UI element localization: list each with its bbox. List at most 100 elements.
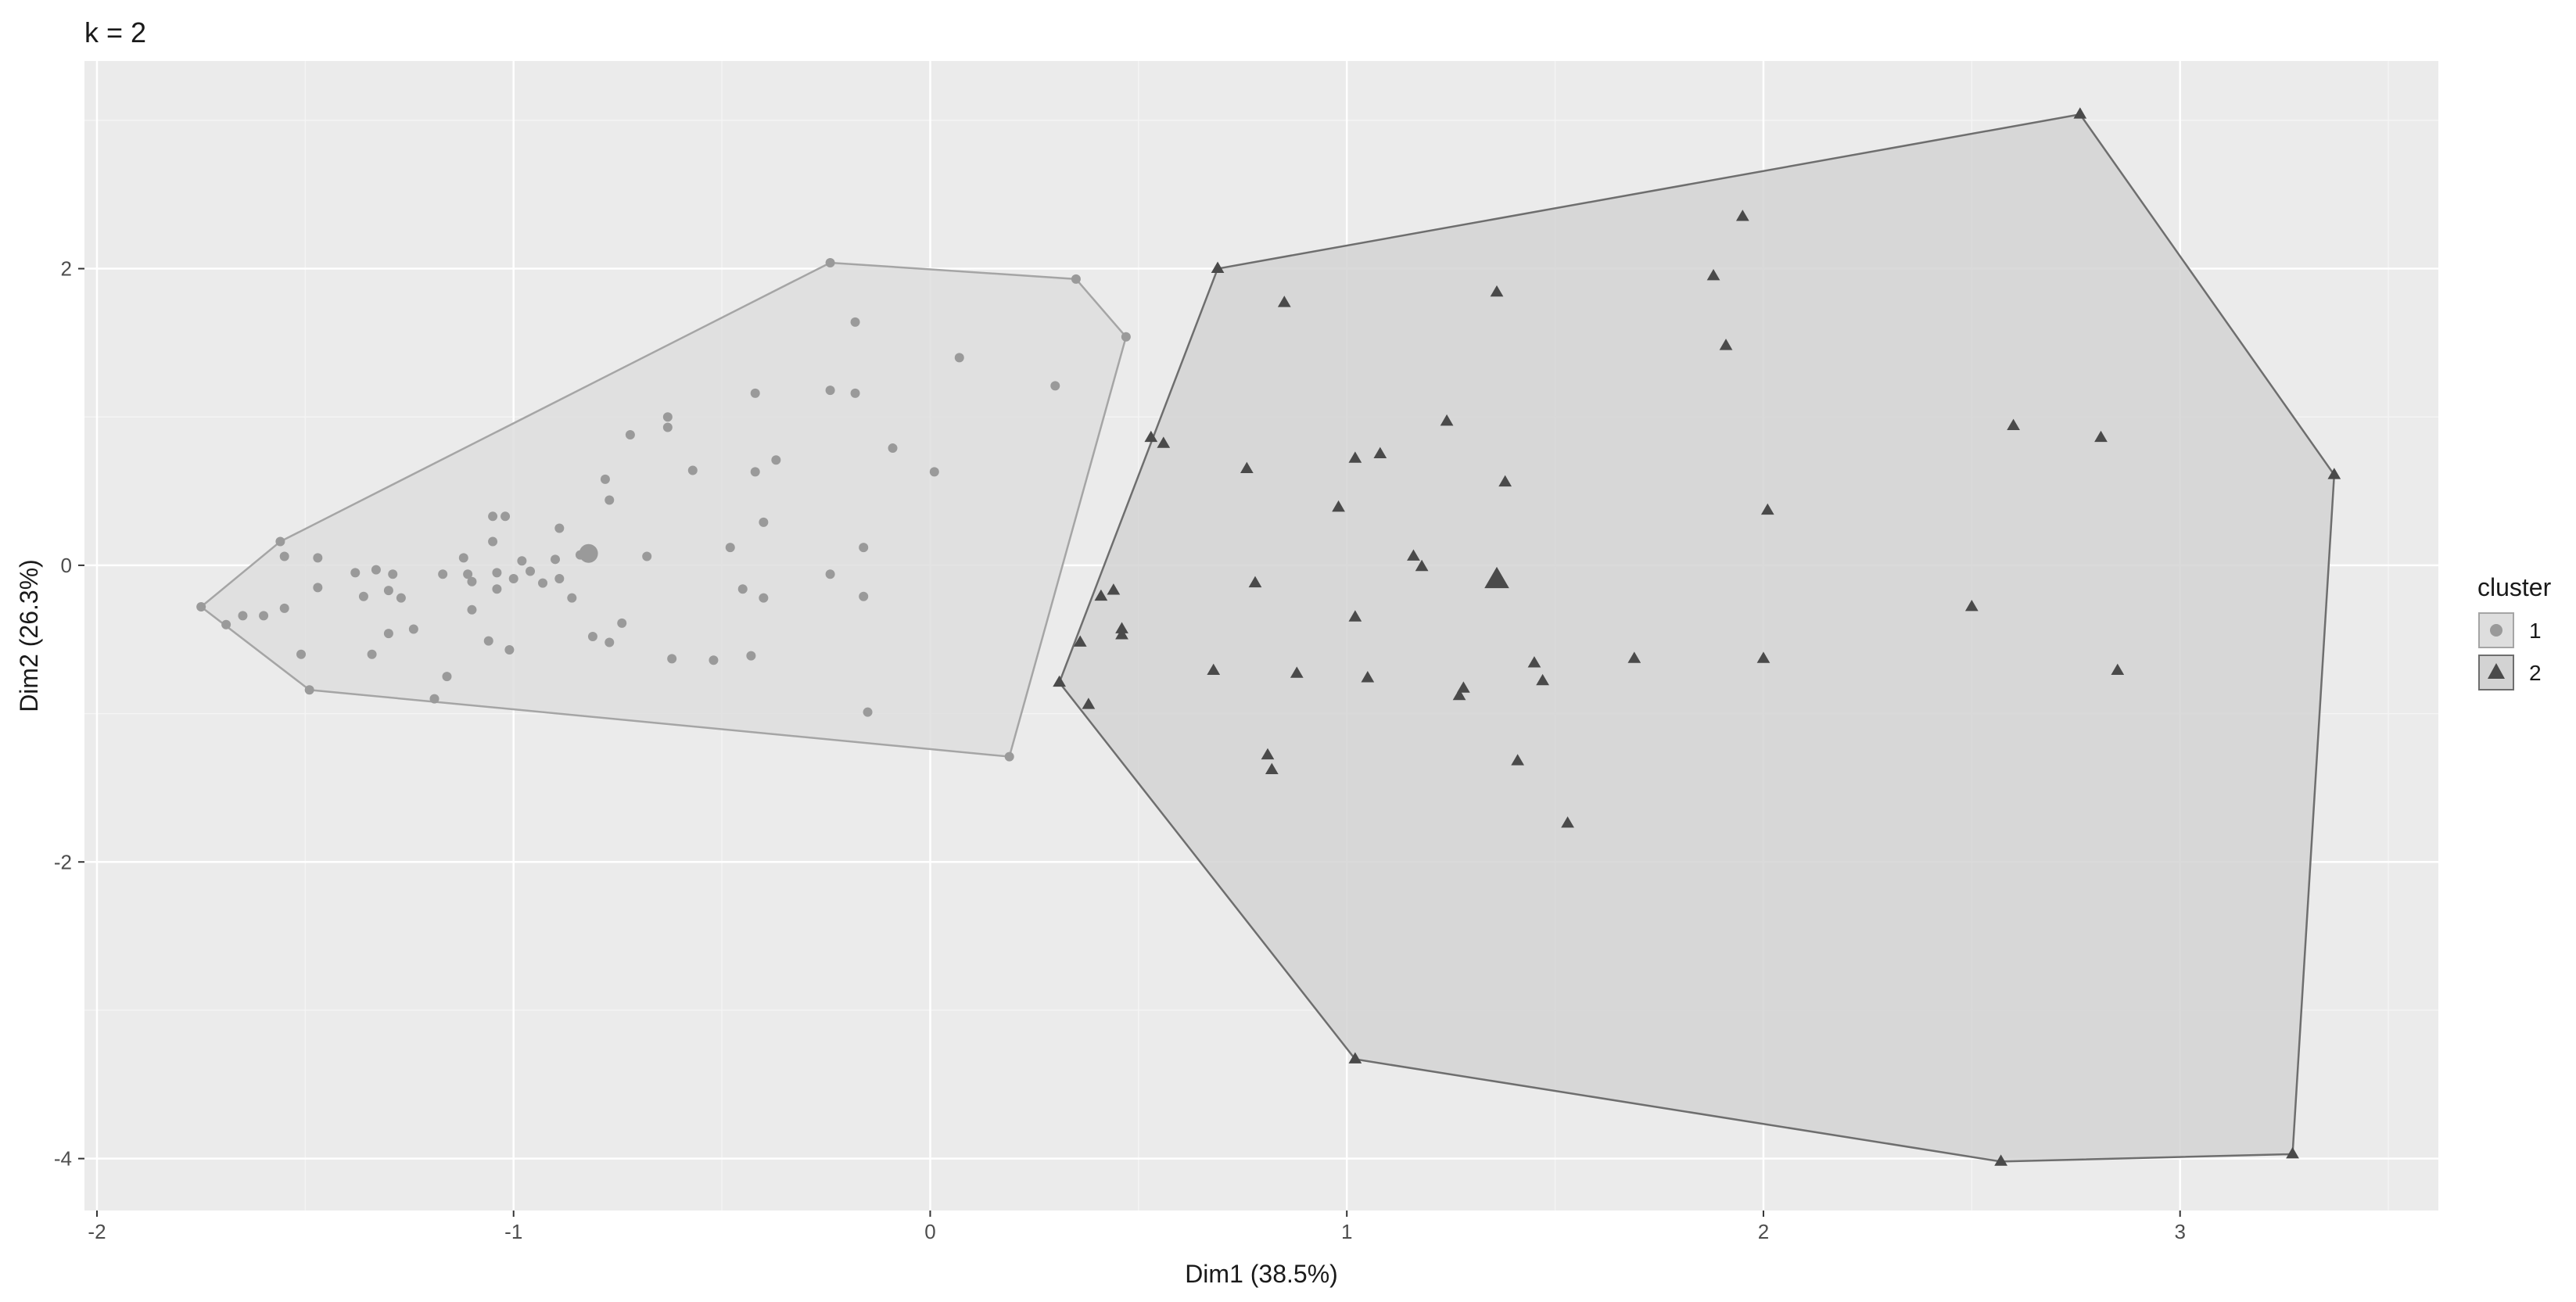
cluster-2-point <box>1348 1052 1362 1063</box>
cluster-2-point <box>1756 651 1771 663</box>
x-axis-title: Dim1 (38.5%) <box>1185 1260 1338 1288</box>
cluster-1-point <box>850 388 860 398</box>
cluster-2-point <box>1440 414 1454 426</box>
cluster-1-point <box>662 422 673 432</box>
y-tick-label: 2 <box>61 257 72 281</box>
cluster-1-point <box>504 645 515 655</box>
data-points <box>196 107 2341 1166</box>
cluster-2-point <box>1082 698 1096 709</box>
cluster-1-point <box>313 553 323 563</box>
cluster-1-point <box>863 707 873 717</box>
cluster-1-point <box>238 611 248 621</box>
cluster-2-point <box>1627 651 1641 663</box>
cluster-1-point <box>825 386 835 396</box>
cluster-hulls <box>199 113 2336 1163</box>
cluster-1-point <box>196 602 206 612</box>
cluster-1-point <box>605 637 615 647</box>
cluster-1-point <box>350 568 361 578</box>
cluster-1-point <box>1050 381 1060 391</box>
cluster-2-point <box>1415 559 1429 572</box>
cluster-2-point <box>1373 447 1387 459</box>
cluster-1-point <box>488 511 498 522</box>
cluster-1-point <box>567 593 577 603</box>
cluster-1-point <box>662 412 673 422</box>
cluster-2-point <box>2327 468 2341 479</box>
cluster-2-centroid <box>1484 566 1509 589</box>
cluster-1-point <box>313 583 323 593</box>
cluster-1-point <box>508 573 518 583</box>
legend-label-2: 2 <box>2529 661 2542 685</box>
cluster-1-point <box>746 651 756 661</box>
cluster-2-point <box>1265 762 1279 775</box>
cluster-2-point <box>1261 748 1275 760</box>
x-tick-label: 2 <box>1758 1220 1769 1243</box>
cluster-1-point <box>750 467 760 477</box>
plot-title: k = 2 <box>84 16 146 48</box>
x-tick-label: 3 <box>2174 1220 2185 1243</box>
cluster-1-point <box>687 465 698 475</box>
cluster-2-point <box>1536 673 1549 686</box>
cluster-2-point <box>1240 461 1254 474</box>
x-tick-label: -2 <box>88 1220 106 1243</box>
cluster-1-point <box>888 443 898 454</box>
cluster-1-point <box>383 629 393 639</box>
cluster-1-point <box>759 517 769 527</box>
cluster-2-point <box>1527 656 1541 668</box>
cluster-1-point <box>259 611 269 621</box>
cluster-1-point <box>771 455 781 465</box>
cluster-2-point <box>1248 576 1262 588</box>
cluster-2-point <box>1094 589 1108 601</box>
cluster-1-point <box>458 553 468 563</box>
cluster-1-point <box>488 536 498 547</box>
cluster-2-point <box>1332 500 1345 512</box>
cluster-1-point <box>526 566 536 576</box>
cluster-2-point <box>1361 671 1375 683</box>
cluster-2-point <box>1115 622 1128 633</box>
cluster-1-point <box>725 543 735 553</box>
cluster-2-point <box>1407 549 1420 561</box>
cluster-2-point <box>1760 503 1774 515</box>
x-tick-label: 1 <box>1341 1220 1352 1243</box>
cluster-1-point <box>737 584 748 594</box>
cluster-1-point <box>396 593 406 603</box>
cluster-1-point <box>463 569 473 579</box>
cluster-1-point <box>600 474 610 484</box>
cluster-2-point <box>2073 107 2087 119</box>
cluster-2-point <box>1348 610 1362 622</box>
cluster-1-point <box>367 649 377 659</box>
cluster-2-point <box>1994 1154 2007 1166</box>
cluster-1-point <box>517 556 527 566</box>
cluster-2-point <box>2094 430 2108 443</box>
legend: cluster 1 2 <box>2477 573 2552 690</box>
y-tick-label: -4 <box>54 1147 72 1171</box>
cluster-2-point <box>1144 430 1158 443</box>
cluster-1-point <box>388 569 398 579</box>
cluster-2-point <box>1498 475 1512 487</box>
cluster-1-point <box>438 569 448 579</box>
cluster-1-point <box>538 578 548 588</box>
cluster-1-point <box>554 573 565 583</box>
cluster-1-point <box>429 694 439 704</box>
cluster-1-point <box>279 551 289 561</box>
cluster-1-point <box>954 353 964 363</box>
cluster-1-point <box>296 649 307 659</box>
x-tick-label: 0 <box>924 1220 935 1243</box>
cluster-1-point <box>275 536 285 547</box>
cluster-1-point <box>492 584 502 594</box>
y-axis-ticks: -4 -2 0 2 <box>54 257 84 1171</box>
x-tick-label: -1 <box>504 1220 522 1243</box>
cluster-2-point <box>2286 1146 2299 1159</box>
y-tick-label: -2 <box>54 850 72 873</box>
cluster-2-point <box>1277 296 1291 307</box>
cluster-1-point <box>1071 274 1081 284</box>
cluster-2-point <box>1348 451 1362 463</box>
cluster-2-point <box>1207 663 1221 675</box>
cluster-2-point <box>1719 339 1733 350</box>
cluster-1-point <box>709 655 719 665</box>
cluster-1-point <box>859 543 869 553</box>
y-axis-title: Dim2 (26.3%) <box>15 559 43 712</box>
cluster-2-point <box>1053 675 1066 687</box>
cluster-1-point <box>605 495 615 505</box>
cluster-1-point <box>825 569 835 579</box>
x-axis-ticks: -2 -1 0 1 2 3 <box>88 1211 2186 1243</box>
